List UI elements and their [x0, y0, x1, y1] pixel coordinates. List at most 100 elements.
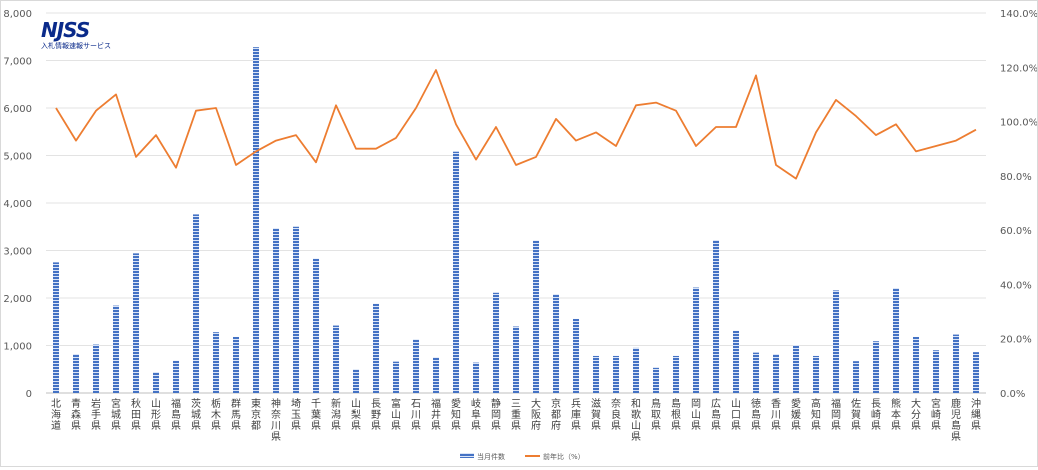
bar — [773, 354, 779, 393]
x-tick-label: 鳥取県 — [651, 397, 661, 432]
bar — [133, 253, 139, 393]
x-tick-label: 神奈川県 — [271, 397, 281, 443]
logo-mark: NJSS — [41, 18, 90, 42]
bar — [873, 341, 879, 393]
bar — [733, 330, 739, 393]
x-tick-label: 千葉県 — [311, 398, 321, 432]
x-tick-label: 島根県 — [671, 397, 681, 432]
x-tick-label: 北海道 — [51, 398, 61, 432]
x-tick-label: 栃木県 — [211, 397, 221, 432]
bar — [693, 287, 699, 393]
bar — [853, 361, 859, 393]
bar — [193, 214, 199, 393]
bar — [373, 303, 379, 393]
bar — [333, 325, 339, 393]
logo-subtitle: 入札情報速報サービス — [41, 42, 111, 50]
x-tick-label: 山口県 — [731, 398, 741, 432]
x-tick-label: 群馬県 — [231, 397, 241, 432]
x-tick-label: 愛媛県 — [791, 397, 801, 432]
bar — [273, 228, 279, 393]
x-tick-label: 高知県 — [811, 397, 821, 432]
x-tick-label: 東京都 — [251, 397, 261, 432]
x-tick-label: 宮崎県 — [931, 397, 941, 432]
bar — [433, 357, 439, 393]
x-tick-label: 岐阜県 — [471, 397, 481, 432]
y-right-tick-label: 60.0% — [1000, 226, 1032, 237]
y-left-tick-label: 0 — [26, 389, 32, 400]
x-tick-label: 熊本県 — [891, 397, 901, 432]
bar — [53, 262, 59, 393]
x-tick-label: 埼玉県 — [291, 397, 301, 432]
x-tick-label: 和歌山県 — [631, 398, 641, 443]
bar — [213, 332, 219, 393]
legend-label-bar: 当月件数 — [477, 452, 505, 461]
y-left-tick-label: 6,000 — [3, 104, 32, 115]
bar — [253, 47, 259, 393]
x-tick-label: 兵庫県 — [571, 397, 581, 432]
x-tick-label: 新潟県 — [331, 397, 341, 432]
y-right-tick-label: 0.0% — [1000, 389, 1025, 400]
x-tick-label: 徳島県 — [751, 397, 761, 432]
x-tick-label: 山形県 — [151, 398, 161, 432]
x-tick-label: 京都府 — [551, 397, 561, 432]
bar — [573, 318, 579, 393]
x-tick-label: 青森県 — [71, 397, 81, 432]
x-tick-label: 福岡県 — [831, 397, 841, 432]
bar — [293, 226, 299, 393]
y-left-tick-label: 3,000 — [3, 247, 32, 258]
bar — [913, 336, 919, 393]
x-tick-label: 奈良県 — [611, 397, 621, 432]
x-tick-label: 長野県 — [371, 398, 381, 432]
y-left-tick-label: 4,000 — [3, 199, 32, 210]
bar — [633, 347, 639, 393]
bar — [73, 354, 79, 393]
bar — [453, 151, 459, 393]
bar — [173, 360, 179, 393]
x-tick-label: 滋賀県 — [591, 397, 601, 432]
bar — [233, 336, 239, 393]
x-tick-label: 沖縄県 — [971, 397, 981, 432]
x-tick-label: 石川県 — [411, 399, 421, 432]
x-tick-label: 大阪府 — [531, 397, 541, 432]
y-right-tick-label: 120.0% — [1000, 63, 1037, 74]
x-tick-label: 秋田県 — [131, 397, 141, 432]
line-series — [55, 69, 977, 180]
njss-logo: NJSS 入札情報速報サービス — [41, 19, 119, 53]
x-tick-label: 岩手県 — [91, 397, 101, 432]
x-tick-label: 岡山県 — [691, 398, 701, 432]
bar — [713, 240, 719, 393]
legend-label-line: 前年比（%） — [543, 452, 585, 461]
bar — [593, 355, 599, 393]
x-tick-label: 山梨県 — [351, 398, 361, 432]
bar — [413, 339, 419, 393]
bar — [813, 355, 819, 393]
x-tick-label: 鹿児島県 — [951, 397, 961, 443]
bar — [353, 369, 359, 393]
bar — [893, 288, 899, 393]
x-tick-label: 佐賀県 — [851, 398, 861, 432]
x-tick-label: 三重県 — [511, 399, 521, 432]
bar — [833, 290, 839, 393]
x-tick-label: 茨城県 — [191, 397, 201, 432]
bar — [953, 334, 959, 393]
bar — [553, 294, 559, 393]
y-right-tick-label: 140.0% — [1000, 9, 1037, 20]
x-tick-label: 香川県 — [771, 398, 781, 432]
bar — [673, 355, 679, 393]
y-right-tick-label: 20.0% — [1000, 335, 1032, 346]
bar — [513, 326, 519, 393]
x-tick-label: 宮城県 — [111, 397, 121, 432]
bar — [93, 344, 99, 393]
y-left-tick-label: 1,000 — [3, 342, 32, 353]
x-tick-label: 愛知県 — [451, 397, 461, 432]
y-right-tick-label: 40.0% — [1000, 280, 1032, 291]
bar — [933, 350, 939, 393]
bar — [313, 258, 319, 393]
bar — [613, 355, 619, 393]
y-left-tick-label: 8,000 — [3, 9, 32, 20]
bar — [973, 352, 979, 393]
bar — [533, 240, 539, 393]
x-tick-label: 長崎県 — [871, 398, 881, 432]
